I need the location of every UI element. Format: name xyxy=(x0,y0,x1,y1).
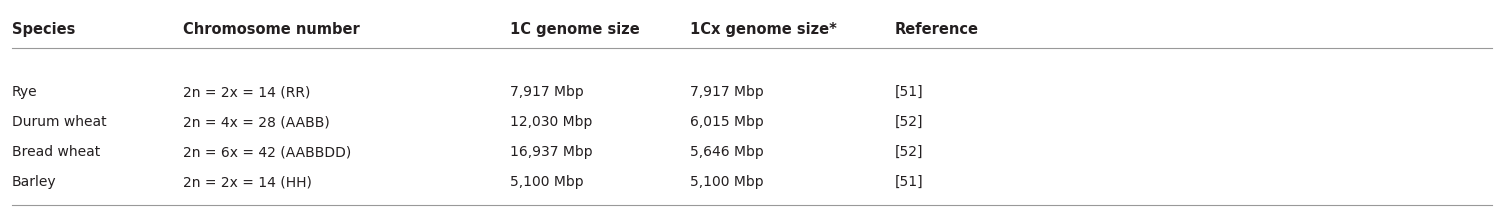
Text: Bread wheat: Bread wheat xyxy=(12,145,101,159)
Text: 7,917 Mbp: 7,917 Mbp xyxy=(510,85,584,99)
Text: 2n = 2x = 14 (HH): 2n = 2x = 14 (HH) xyxy=(183,175,311,189)
Text: Reference: Reference xyxy=(895,22,979,37)
Text: Rye: Rye xyxy=(12,85,38,99)
Text: 16,937 Mbp: 16,937 Mbp xyxy=(510,145,593,159)
Text: 2n = 2x = 14 (RR): 2n = 2x = 14 (RR) xyxy=(183,85,310,99)
Text: [52]: [52] xyxy=(895,145,923,159)
Text: Durum wheat: Durum wheat xyxy=(12,115,107,129)
Text: 5,646 Mbp: 5,646 Mbp xyxy=(690,145,764,159)
Text: 5,100 Mbp: 5,100 Mbp xyxy=(510,175,584,189)
Text: 5,100 Mbp: 5,100 Mbp xyxy=(690,175,764,189)
Text: 1C genome size: 1C genome size xyxy=(510,22,639,37)
Text: 12,030 Mbp: 12,030 Mbp xyxy=(510,115,593,129)
Text: 2n = 6x = 42 (AABBDD): 2n = 6x = 42 (AABBDD) xyxy=(183,145,352,159)
Text: 1Cx genome size*: 1Cx genome size* xyxy=(690,22,836,37)
Text: [52]: [52] xyxy=(895,115,923,129)
Text: Species: Species xyxy=(12,22,75,37)
Text: [51]: [51] xyxy=(895,85,923,99)
Text: Barley: Barley xyxy=(12,175,57,189)
Text: Chromosome number: Chromosome number xyxy=(183,22,359,37)
Text: 2n = 4x = 28 (AABB): 2n = 4x = 28 (AABB) xyxy=(183,115,329,129)
Text: 7,917 Mbp: 7,917 Mbp xyxy=(690,85,764,99)
Text: [51]: [51] xyxy=(895,175,923,189)
Text: 6,015 Mbp: 6,015 Mbp xyxy=(690,115,764,129)
